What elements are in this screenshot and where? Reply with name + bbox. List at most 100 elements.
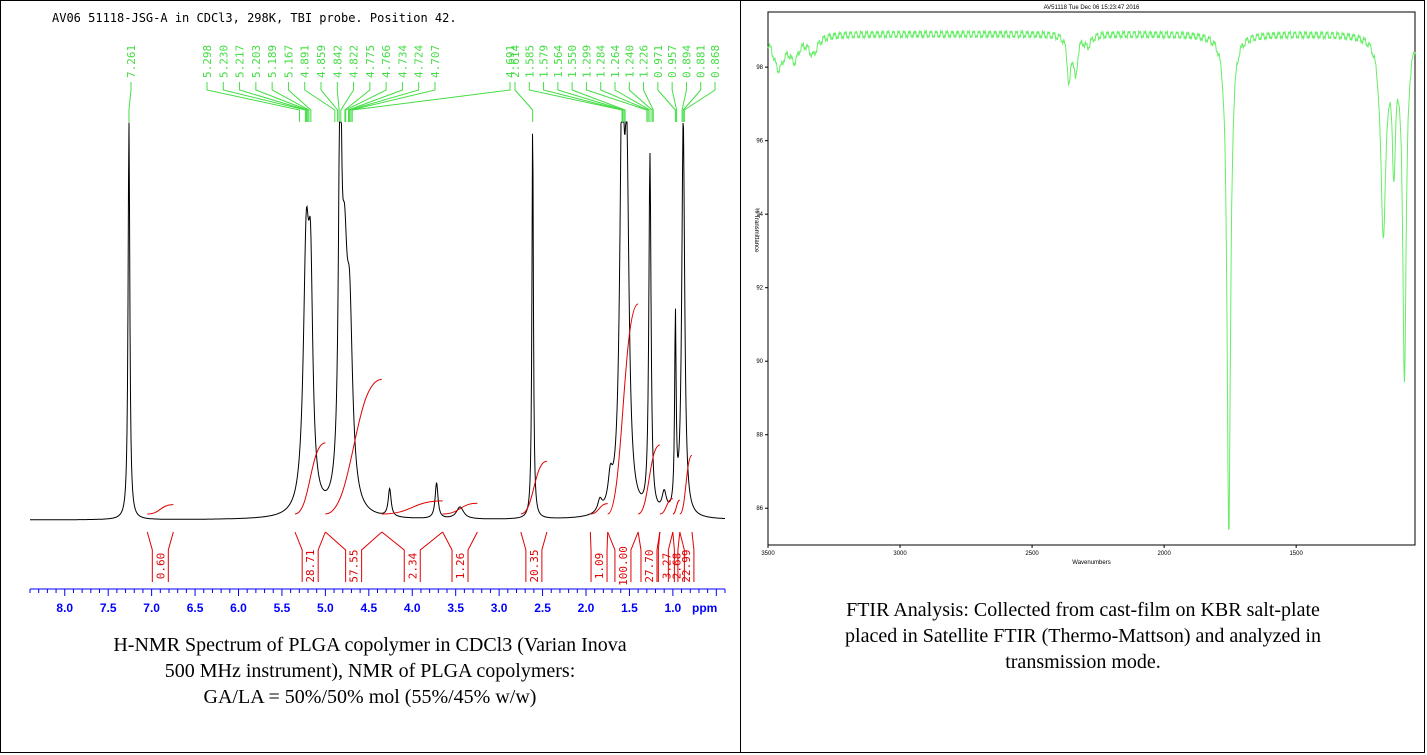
nmr-integral-bracket bbox=[294, 531, 326, 582]
ftir-x-tick-label: 1500 bbox=[1289, 551, 1303, 557]
nmr-integral-curve bbox=[147, 504, 174, 515]
nmr-peak-label: 1.226 bbox=[638, 45, 651, 78]
nmr-x-tick-label: 6.5 bbox=[187, 601, 204, 615]
nmr-integral-value: 57.55 bbox=[348, 549, 361, 582]
nmr-peak-leader bbox=[222, 82, 306, 122]
nmr-peak-leader bbox=[514, 82, 534, 122]
nmr-caption-line: H-NMR Spectrum of PLGA copolymer in CDCl… bbox=[113, 634, 627, 656]
nmr-peak-leader bbox=[255, 82, 309, 122]
nmr-x-tick-label: 4.0 bbox=[404, 601, 421, 615]
nmr-integral-curve bbox=[637, 444, 661, 515]
nmr-peak-label: 5.189 bbox=[266, 45, 279, 78]
nmr-integral-bracket bbox=[520, 531, 548, 582]
nmr-integral-value: 1.26 bbox=[454, 553, 467, 580]
nmr-peak-label: 4.775 bbox=[364, 45, 377, 78]
table-divider bbox=[740, 0, 741, 753]
nmr-peak-leader bbox=[628, 82, 653, 122]
nmr-x-tick-label: 7.5 bbox=[100, 601, 117, 615]
nmr-peak-leader bbox=[585, 82, 648, 122]
ftir-plot-frame bbox=[767, 11, 1416, 546]
nmr-integral-bracket bbox=[667, 531, 685, 582]
nmr-integral-bracket bbox=[381, 531, 443, 582]
nmr-x-tick-label: 3.0 bbox=[491, 601, 508, 615]
nmr-peak-label: 0.894 bbox=[680, 45, 693, 78]
nmr-peak-leader bbox=[657, 82, 676, 122]
nmr-integral-value: 100.00 bbox=[617, 546, 630, 586]
nmr-peak-label: 4.891 bbox=[299, 45, 312, 78]
nmr-caption: H-NMR Spectrum of PLGA copolymer in CDCl… bbox=[10, 632, 730, 710]
ftir-y-tick-label: 88 bbox=[756, 433, 763, 439]
nmr-integral-value: 27.70 bbox=[643, 549, 656, 582]
nmr-integral-curve bbox=[520, 460, 548, 515]
nmr-peak-leader bbox=[304, 82, 336, 122]
nmr-integral-value: 20.35 bbox=[528, 549, 541, 582]
nmr-integral-bracket bbox=[677, 531, 695, 582]
nmr-integral-value: 0.60 bbox=[154, 553, 167, 580]
nmr-integral-value: 3.27 bbox=[660, 553, 673, 580]
nmr-x-tick-label: 2.0 bbox=[578, 601, 595, 615]
nmr-peak-label: 0.971 bbox=[652, 45, 665, 78]
nmr-peak-leader bbox=[351, 82, 511, 122]
ftir-title: AV51118 Tue Dec 06 15:23:47 2016 bbox=[1044, 5, 1140, 11]
nmr-peak-label: 5.203 bbox=[250, 45, 263, 78]
ftir-spectrum-chart: AV51118 Tue Dec 06 15:23:47 2016 86 88 90 92… bbox=[753, 5, 1416, 566]
nmr-spectrum-trace bbox=[30, 121, 725, 521]
nmr-integral-curve bbox=[442, 502, 478, 515]
nmr-peak-label: 5.298 bbox=[201, 45, 214, 78]
nmr-x-tick-label: 1.0 bbox=[665, 601, 682, 615]
nmr-peak-label: 0.868 bbox=[709, 45, 722, 78]
nmr-peak-leader bbox=[350, 82, 436, 122]
nmr-x-tick-label: 5.5 bbox=[274, 601, 291, 615]
nmr-spectrum-chart: AV06 51118-JSG-A in CDCl3, 298K, TBI pro… bbox=[29, 11, 726, 615]
nmr-peak-leader bbox=[128, 82, 132, 122]
nmr-integral-bracket bbox=[325, 531, 383, 582]
nmr-x-tick-label: 3.5 bbox=[447, 601, 464, 615]
nmr-caption-line: 500 MHz instrument), NMR of PLGA copolym… bbox=[164, 660, 576, 682]
nmr-peak-leader bbox=[345, 82, 387, 122]
ftir-y-tick-label: 86 bbox=[756, 506, 763, 512]
nmr-x-tick-label: 4.5 bbox=[360, 601, 377, 615]
nmr-peak-leader bbox=[206, 82, 300, 122]
ftir-y-tick-label: 90 bbox=[756, 359, 763, 365]
ftir-caption: FTIR Analysis: Collected from cast-film … bbox=[741, 597, 1425, 675]
nmr-integral-bracket bbox=[589, 531, 609, 582]
nmr-x-axis-label: ppm bbox=[692, 601, 717, 615]
nmr-integral-curve bbox=[679, 454, 693, 515]
nmr-peak-leader bbox=[348, 82, 420, 122]
nmr-integral-bracket bbox=[607, 531, 639, 582]
nmr-peak-leader bbox=[683, 82, 716, 122]
ftir-caption-line: placed in Satellite FTIR (Thermo-Mattson… bbox=[845, 625, 1321, 647]
nmr-peak-label: 1.284 bbox=[595, 45, 608, 78]
nmr-peak-label: 1.264 bbox=[609, 45, 622, 78]
nmr-peak-label: 4.707 bbox=[429, 45, 442, 78]
ftir-y-axis-label: % Transmittance bbox=[753, 208, 759, 253]
nmr-title: AV06 51118-JSG-A in CDCl3, 298K, TBI pro… bbox=[52, 11, 457, 25]
ftir-x-tick-label: 3500 bbox=[761, 551, 775, 557]
nmr-integral-curve bbox=[590, 503, 608, 515]
nmr-integral-bracket bbox=[657, 531, 675, 582]
nmr-integral-bracket bbox=[442, 531, 478, 582]
nmr-peak-label: 0.957 bbox=[666, 45, 679, 78]
nmr-peak-leader bbox=[239, 82, 308, 122]
nmr-peak-label: 1.299 bbox=[580, 45, 593, 78]
ftir-y-tick-label: 98 bbox=[756, 65, 763, 71]
nmr-peak-leader bbox=[344, 82, 371, 122]
nmr-integral-curve bbox=[672, 499, 681, 515]
nmr-peak-leader bbox=[571, 82, 626, 122]
nmr-peak-label: 1.564 bbox=[552, 45, 565, 78]
nmr-peak-leader bbox=[681, 82, 687, 122]
nmr-peak-leader bbox=[543, 82, 624, 122]
nmr-peak-leader bbox=[682, 82, 702, 122]
nmr-caption-line: GA/LA = 50%/50% mol (55%/45% w/w) bbox=[203, 686, 537, 708]
ftir-spectrum-trace bbox=[767, 28, 1416, 530]
nmr-peak-leader bbox=[320, 82, 339, 122]
nmr-integral-curve bbox=[381, 500, 443, 515]
nmr-peak-label: 1.585 bbox=[523, 45, 536, 78]
nmr-cell: AV06 51118-JSG-A in CDCl3, 298K, TBI pro… bbox=[10, 11, 730, 710]
nmr-peak-leader bbox=[528, 82, 623, 122]
nmr-x-tick-label: 7.0 bbox=[143, 601, 160, 615]
nmr-peak-leader bbox=[643, 82, 654, 122]
nmr-peak-label: 4.734 bbox=[396, 45, 409, 78]
nmr-integral-value: 2.34 bbox=[406, 552, 419, 579]
